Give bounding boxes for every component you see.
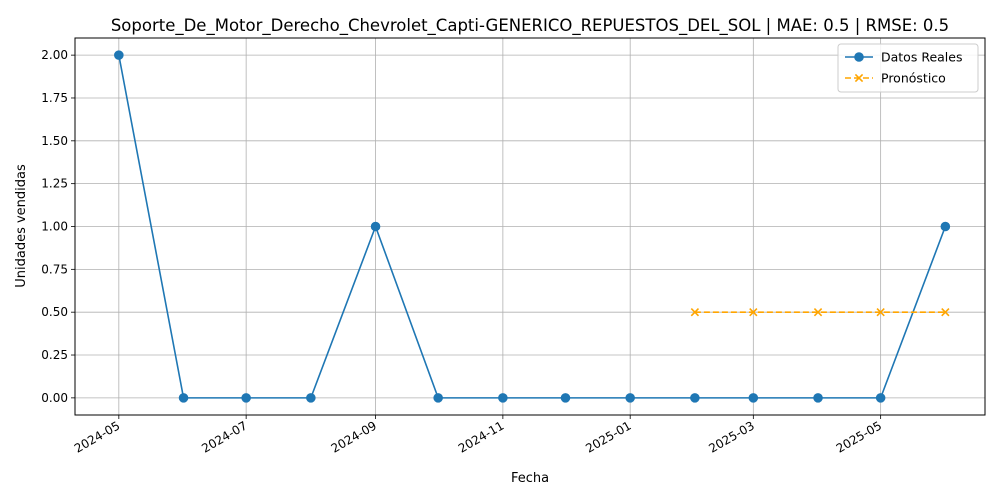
y-tick-label: 0.25 (41, 348, 68, 362)
data-point (560, 393, 571, 403)
x-tick-label: 2025-01 (583, 418, 633, 455)
data-point (690, 393, 700, 403)
x-axis-label: Fecha (511, 471, 549, 486)
legend-marker (854, 52, 864, 62)
y-tick-label: 1.00 (41, 220, 68, 234)
data-point (690, 308, 700, 317)
series-line (118, 54, 947, 399)
y-tick-label: 0.75 (41, 262, 68, 276)
y-axis: 0.00 0.25 0.50 0.75 1.00 1.25 1.50 1.75 2.00 (41, 48, 75, 405)
data-point (813, 308, 823, 317)
series-layer (114, 50, 951, 403)
data-point (941, 308, 950, 317)
data-point (940, 221, 951, 232)
x-tick-label: 2025-03 (706, 418, 756, 455)
y-tick-label: 1.75 (41, 91, 68, 105)
data-point (433, 393, 443, 403)
series-actual (114, 50, 951, 403)
y-tick-label: 1.25 (41, 177, 68, 191)
data-point (498, 393, 508, 403)
legend-label: Pronóstico (881, 71, 946, 86)
x-tick-label: 2024-05 (72, 418, 122, 455)
data-point (875, 393, 886, 403)
data-point (241, 393, 251, 403)
series-forecast (690, 308, 950, 317)
grid (75, 38, 985, 415)
data-point (813, 393, 823, 403)
x-axis: 2024-05 2024-07 2024-09 2024-11 2025-01 2025-… (72, 415, 884, 456)
legend-item: Pronóstico (845, 71, 946, 86)
y-axis-label: Unidades vendidas (14, 164, 29, 288)
x-tick-label: 2024-11 (456, 418, 506, 455)
data-point (625, 393, 635, 403)
legend-box (837, 43, 979, 93)
x-tick-label: 2024-07 (199, 418, 249, 455)
legend-label: Datos Reales (881, 50, 962, 65)
y-tick-label: 1.50 (41, 134, 68, 148)
data-point (178, 393, 189, 403)
data-point (876, 308, 885, 317)
data-point (306, 393, 316, 403)
legend-marker (854, 73, 864, 83)
x-tick-label: 2024-09 (329, 418, 379, 455)
data-point (370, 221, 381, 232)
legend-item: Datos Reales (845, 50, 962, 65)
chart-title: Soporte_De_Motor_Derecho_Chevrolet_Capti… (111, 16, 949, 36)
legend: Datos Reales Pronóstico (837, 43, 979, 93)
y-tick-label: 0.50 (41, 305, 68, 319)
y-tick-label: 2.00 (41, 48, 68, 62)
x-tick-label: 2025-05 (834, 418, 884, 455)
data-point (114, 50, 124, 60)
data-point (749, 308, 758, 317)
data-point (748, 393, 759, 403)
y-tick-label: 0.00 (41, 391, 68, 405)
